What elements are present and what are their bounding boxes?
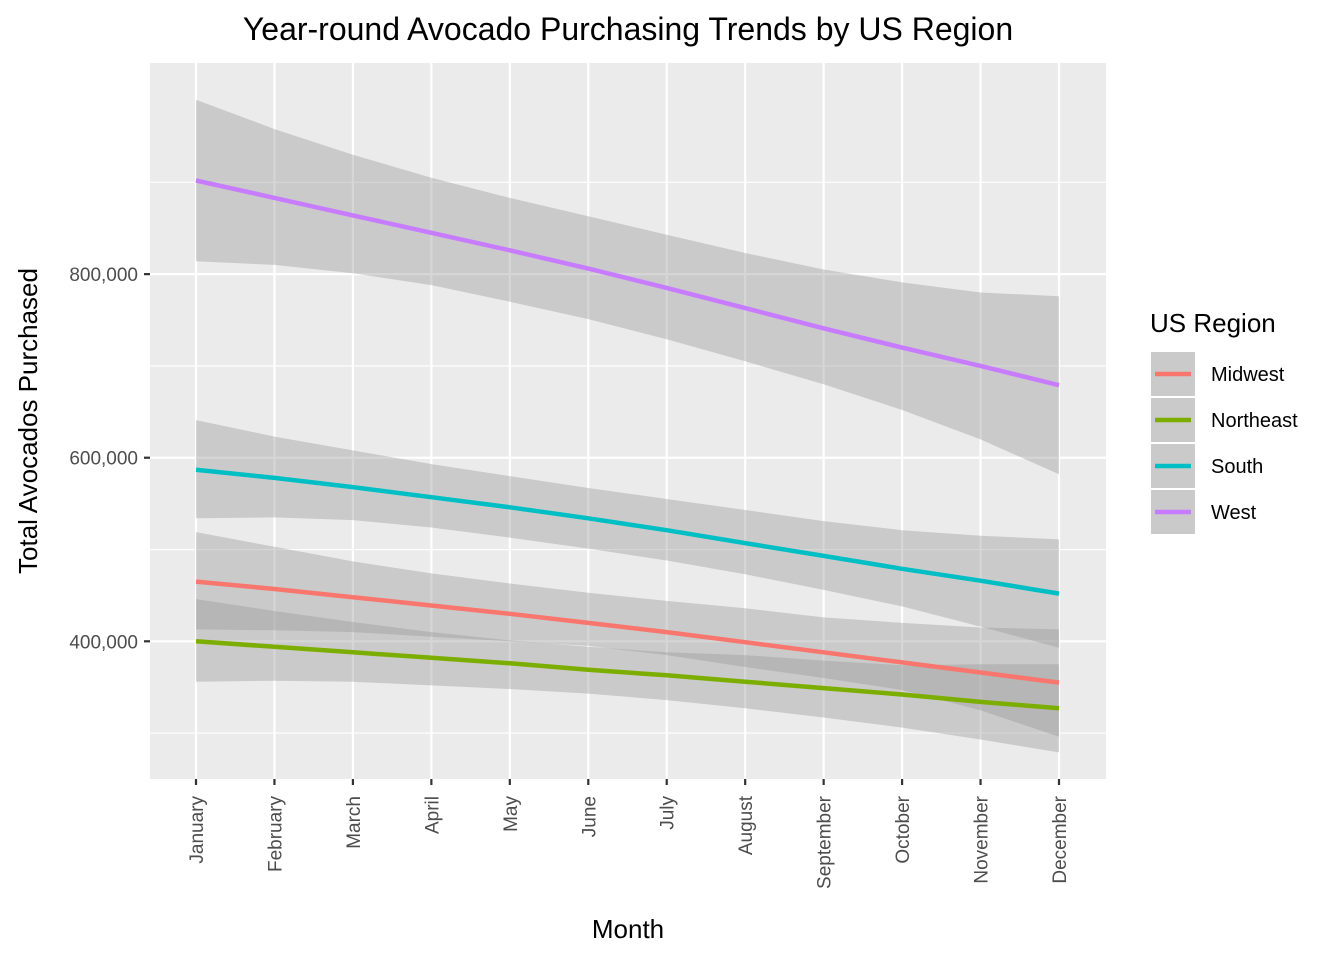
legend-title: US Region	[1150, 308, 1276, 338]
y-tick-label: 400,000	[69, 632, 138, 653]
grid-minor-lines	[150, 181, 1106, 734]
y-tick-label: 800,000	[69, 265, 138, 286]
y-tick-label: 600,000	[69, 449, 138, 470]
x-tick-label: January	[187, 796, 208, 864]
series-line-south	[195, 467, 1060, 596]
legend-label-midwest: Midwest	[1211, 364, 1285, 386]
x-tick-label: December	[1050, 795, 1071, 883]
series-line-west	[195, 178, 1060, 388]
x-tick-label: February	[265, 796, 286, 873]
x-tick-label: May	[501, 796, 522, 832]
confidence-ribbons	[196, 99, 1059, 753]
x-tick-label: July	[658, 796, 679, 830]
y-axis: 400,000 600,000 800,000	[69, 265, 150, 653]
confidence-band-south	[196, 420, 1059, 648]
x-tick-label: March	[344, 796, 365, 849]
confidence-band-west	[196, 99, 1059, 475]
y-axis-title: Total Avocados Purchased	[13, 268, 43, 574]
x-axis-title: Month	[592, 914, 664, 944]
legend-label-west: West	[1211, 502, 1257, 524]
series-lines	[195, 178, 1060, 711]
x-axis: January February March April May June July Augu…	[187, 779, 1071, 889]
series-line-northeast	[195, 639, 1060, 711]
legend-label-south: South	[1211, 456, 1263, 478]
x-tick-label: October	[893, 795, 914, 863]
confidence-band-midwest	[196, 532, 1059, 737]
legend-label-northeast: Northeast	[1211, 410, 1298, 432]
legend-items: Midwest Northeast South West	[1151, 352, 1298, 534]
x-tick-label: August	[736, 795, 757, 855]
x-tick-label: November	[972, 795, 993, 883]
x-tick-label: September	[815, 795, 836, 889]
legend: US Region Midwest Northeast South West	[1150, 308, 1298, 534]
x-tick-label: April	[422, 796, 443, 834]
x-tick-label: June	[579, 796, 600, 837]
series-line-midwest	[195, 579, 1060, 685]
confidence-band-northeast	[196, 599, 1059, 753]
chart-title: Year-round Avocado Purchasing Trends by …	[243, 11, 1013, 47]
